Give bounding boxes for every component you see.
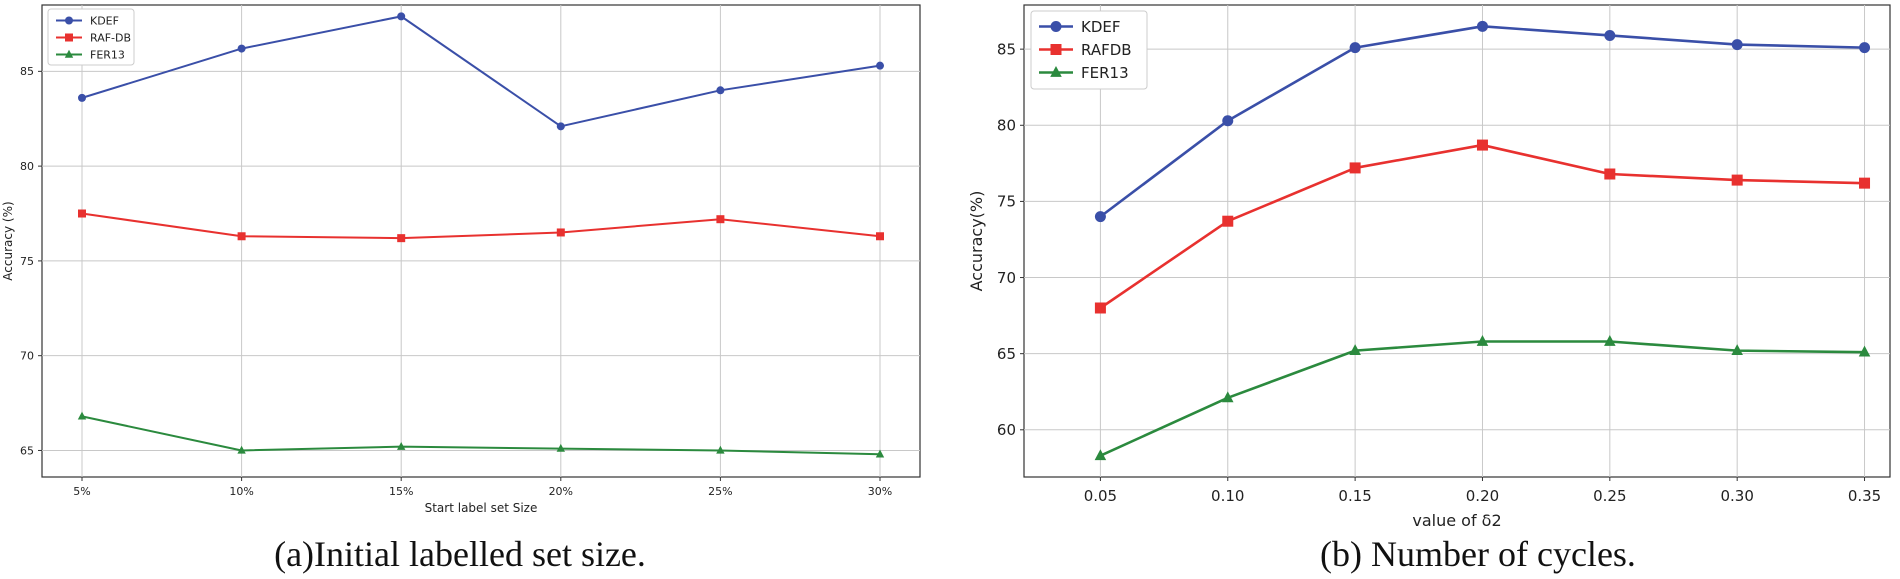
data-point-a-kdef-2 bbox=[397, 12, 406, 21]
data-point-b-fer13-5 bbox=[1731, 344, 1743, 356]
x-tick-label-b-2: 0.15 bbox=[1338, 487, 1371, 505]
chart-panel-a: 5% 10% 15% 20% 25% 30% 65 70 75 80 85 KDEF RAF-DB FE… bbox=[1, 4, 921, 574]
x-axis-label-a: Start label set Size bbox=[425, 501, 538, 515]
data-point-a-raf-db-0 bbox=[78, 209, 86, 218]
data-point-a-kdef-4 bbox=[716, 86, 725, 95]
series-line-a-kdef bbox=[81, 15, 881, 128]
y-tick-label-b-4: 80 bbox=[997, 117, 1016, 135]
y-tick-label-b-5: 85 bbox=[997, 40, 1016, 58]
x-tick-label-b-3: 0.20 bbox=[1466, 487, 1499, 505]
series-line-a-fer13 bbox=[81, 415, 881, 456]
series-lines-a bbox=[77, 12, 885, 458]
data-point-b-fer13-6 bbox=[1858, 345, 1871, 357]
data-point-a-raf-db-1 bbox=[237, 232, 246, 241]
y-axis-label-a: Accuracy (%) bbox=[1, 201, 15, 280]
x-tick-label-a-0: 5% bbox=[73, 485, 90, 498]
data-point-a-raf-db-5 bbox=[876, 232, 884, 241]
y-tick-label-a-4: 85 bbox=[20, 65, 34, 78]
legend-marker-b-rafdb bbox=[1050, 44, 1062, 55]
gridlines-a bbox=[42, 5, 920, 477]
series-line-a-raf-db bbox=[81, 212, 881, 240]
data-point-b-kdef-4 bbox=[1604, 29, 1616, 41]
x-tick-label-b-1: 0.10 bbox=[1211, 487, 1244, 505]
legend-label-a-fer13: FER13 bbox=[90, 48, 125, 61]
legend-label-a-kdef: KDEF bbox=[90, 14, 119, 27]
y-tick-label-a-1: 70 bbox=[20, 350, 34, 363]
legend-marker-b-kdef bbox=[1050, 21, 1062, 32]
data-point-b-rafdb-2 bbox=[1349, 162, 1361, 174]
chart-panel-b: 0.05 0.10 0.15 0.20 0.25 0.30 0.35 60 65 70 75 80 85… bbox=[967, 4, 1891, 574]
y-axis-label-b: Accuracy(%) bbox=[967, 191, 986, 292]
data-point-a-fer13-5 bbox=[875, 449, 885, 458]
data-point-b-kdef-6 bbox=[1859, 42, 1871, 54]
data-point-a-fer13-2 bbox=[397, 441, 406, 450]
data-point-b-fer13-0 bbox=[1094, 449, 1107, 461]
y-tick-label-a-3: 80 bbox=[20, 160, 34, 173]
data-point-a-kdef-5 bbox=[876, 61, 884, 70]
x-tick-label-a-1: 10% bbox=[229, 485, 253, 498]
data-point-b-kdef-3 bbox=[1476, 20, 1488, 32]
y-tick-label-b-3: 75 bbox=[997, 193, 1016, 211]
data-point-b-rafdb-1 bbox=[1222, 215, 1234, 227]
x-tick-label-b-6: 0.35 bbox=[1848, 487, 1881, 505]
y-tick-label-b-1: 65 bbox=[997, 345, 1016, 363]
y-tick-label-a-0: 65 bbox=[20, 444, 34, 457]
y-tick-label-b-0: 60 bbox=[997, 421, 1016, 439]
x-tick-label-a-2: 15% bbox=[389, 485, 413, 498]
x-tick-label-a-5: 30% bbox=[868, 485, 892, 498]
data-point-a-fer13-4 bbox=[716, 445, 725, 454]
y-tick-label-b-2: 70 bbox=[997, 269, 1016, 287]
x-tick-label-b-4: 0.25 bbox=[1593, 487, 1626, 505]
legend-marker-a-kdef bbox=[65, 16, 73, 25]
data-point-b-rafdb-4 bbox=[1604, 168, 1616, 180]
x-tick-label-a-4: 25% bbox=[708, 485, 732, 498]
data-point-b-rafdb-5 bbox=[1731, 174, 1743, 186]
legend-marker-a-fer13 bbox=[64, 49, 74, 58]
legend-b: KDEF RAFDB FER13 bbox=[1030, 10, 1148, 90]
x-tick-label-a-3: 20% bbox=[549, 485, 573, 498]
x-axis-label-b: value of δ2 bbox=[1412, 511, 1501, 530]
data-point-a-fer13-0 bbox=[77, 411, 87, 420]
data-point-a-kdef-0 bbox=[78, 93, 86, 102]
data-point-b-rafdb-0 bbox=[1094, 302, 1106, 314]
x-tick-label-b-0: 0.05 bbox=[1084, 487, 1117, 505]
legend-label-b-kdef: KDEF bbox=[1081, 18, 1121, 36]
caption-b: (b) Number of cycles. bbox=[1320, 534, 1636, 574]
x-tick-label-b-5: 0.30 bbox=[1720, 487, 1753, 505]
data-point-a-fer13-1 bbox=[237, 445, 246, 454]
data-point-b-kdef-2 bbox=[1349, 42, 1361, 54]
ticks-b: 0.05 0.10 0.15 0.20 0.25 0.30 0.35 60 65 70 75 80 85 bbox=[997, 40, 1881, 505]
series-lines-b bbox=[1094, 20, 1871, 461]
data-point-b-kdef-1 bbox=[1222, 115, 1234, 127]
data-point-a-kdef-3 bbox=[556, 122, 565, 131]
data-point-b-rafdb-3 bbox=[1476, 139, 1488, 151]
data-point-a-raf-db-2 bbox=[397, 234, 406, 243]
data-point-b-fer13-1 bbox=[1221, 391, 1234, 403]
plot-area-a bbox=[41, 4, 921, 478]
data-point-a-fer13-3 bbox=[556, 443, 565, 452]
data-point-b-kdef-5 bbox=[1731, 39, 1743, 51]
data-point-b-kdef-0 bbox=[1094, 211, 1106, 223]
data-point-a-raf-db-4 bbox=[716, 215, 725, 224]
legend-label-b-rafdb: RAFDB bbox=[1081, 41, 1132, 59]
data-point-b-rafdb-6 bbox=[1859, 177, 1871, 189]
ticks-a: 5% 10% 15% 20% 25% 30% 65 70 75 80 85 bbox=[20, 65, 892, 498]
legend-label-b-fer13: FER13 bbox=[1081, 64, 1129, 82]
legend-a: KDEF RAF-DB FER13 bbox=[47, 8, 135, 66]
legend-label-a-raf-db: RAF-DB bbox=[90, 31, 131, 44]
data-point-a-kdef-1 bbox=[237, 44, 246, 53]
legend-marker-a-raf-db bbox=[65, 33, 73, 42]
data-point-b-fer13-4 bbox=[1604, 335, 1616, 346]
data-point-b-fer13-2 bbox=[1349, 344, 1361, 356]
plot-area-b bbox=[1023, 4, 1891, 478]
data-point-a-raf-db-3 bbox=[556, 228, 565, 237]
data-point-b-fer13-3 bbox=[1476, 335, 1489, 346]
caption-a: (a)Initial labelled set size. bbox=[274, 534, 646, 574]
legend-marker-b-fer13 bbox=[1050, 66, 1062, 77]
y-tick-label-a-2: 75 bbox=[20, 255, 34, 268]
legend-box-b bbox=[1030, 10, 1148, 90]
